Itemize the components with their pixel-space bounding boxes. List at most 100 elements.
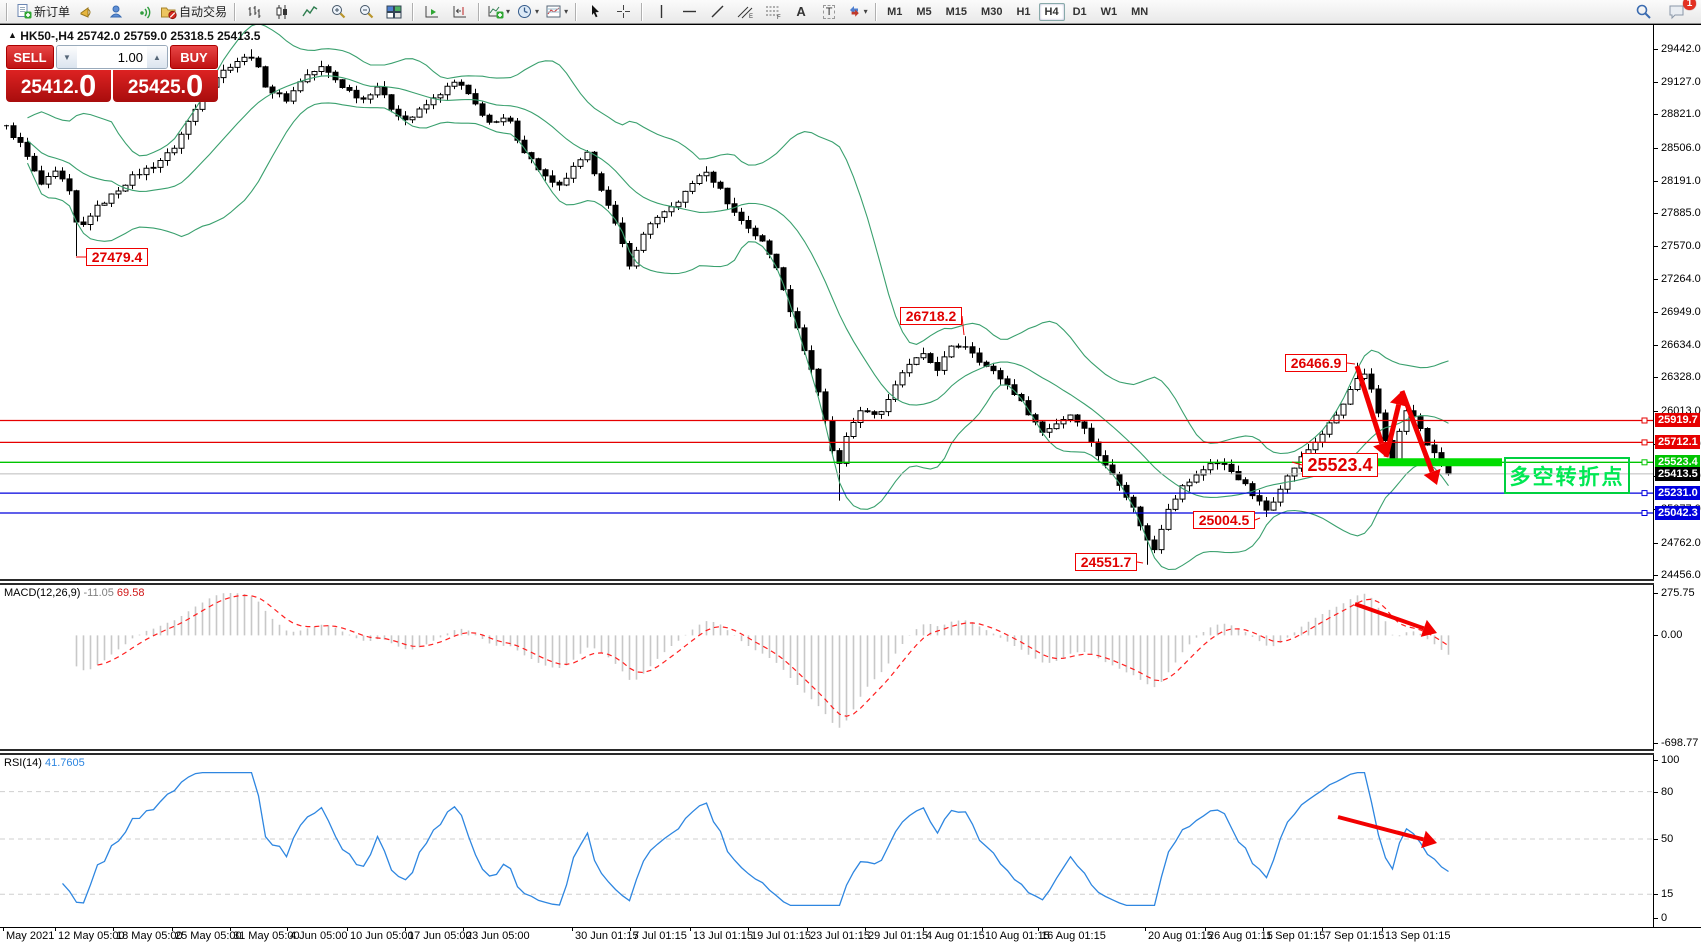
indicators-button[interactable]: ▾ [484, 1, 513, 23]
axis-tick [1654, 213, 1658, 214]
trend-arrow-shaft[interactable] [1399, 390, 1435, 473]
template-icon [546, 5, 561, 18]
time-axis-label: 31 May 05:00 [233, 930, 300, 942]
zoom-out-button[interactable] [352, 1, 380, 23]
time-axis[interactable]: May 2021 12 May 05:00 18 May 05:00 25 May 0… [0, 927, 1701, 942]
templates-button[interactable]: ▾ [542, 1, 571, 23]
chart-ohlc-title: ▲ HK50-,H4 25742.0 25759.0 25318.5 25413… [8, 29, 260, 43]
time-axis-label: 23 Jul 01:15 [810, 930, 870, 942]
trend-arrow-shaft[interactable] [1354, 602, 1425, 631]
trend-arrow-head[interactable] [1420, 619, 1437, 637]
crosshair-tool-button[interactable] [609, 1, 637, 23]
new-order-icon [17, 4, 32, 19]
axis-tick-label: 27885.0 [1661, 207, 1701, 219]
axis-tick [1654, 743, 1658, 744]
crosshair-icon [616, 5, 630, 18]
line-handle[interactable] [1641, 417, 1648, 424]
trendline-tool-button[interactable] [703, 1, 731, 23]
time-axis-label: 16 Aug 01:15 [1041, 930, 1106, 942]
price-callout-24551.7: 24551.7 [1075, 553, 1137, 571]
buy-price-display[interactable]: 25425. 0 [113, 70, 218, 102]
autotrading-button[interactable]: 自动交易 [157, 1, 230, 23]
notification-badge: 1 [1683, 0, 1696, 10]
timeframe-button-m30[interactable]: M30 [981, 5, 1003, 18]
indicators-icon [488, 6, 504, 19]
timeframes-menu-button[interactable]: ▾ [513, 1, 542, 23]
chart-shift-icon [453, 5, 467, 17]
timeframe-button-d1[interactable]: D1 [1072, 5, 1087, 18]
macd-pane[interactable] [0, 585, 1654, 749]
trend-arrow-shaft[interactable] [1337, 815, 1424, 842]
signals-button[interactable] [129, 1, 157, 23]
macd-main-value: -11.05 [83, 587, 114, 599]
channel-tool-button[interactable]: E [731, 1, 759, 23]
auto-scroll-button[interactable] [418, 1, 446, 23]
chevron-down-icon: ▾ [863, 6, 868, 16]
cursor-tool-button[interactable] [581, 1, 609, 23]
timeframe-button-m1[interactable]: M1 [887, 5, 903, 18]
buy-button[interactable]: BUY [170, 45, 218, 69]
chart-shift-button[interactable] [446, 1, 474, 23]
line-handle[interactable] [1641, 459, 1648, 466]
volume-increase-button[interactable]: ▲ [147, 46, 167, 68]
time-tick [3, 927, 4, 931]
line-handle[interactable] [1641, 510, 1648, 516]
line-handle[interactable] [1641, 490, 1648, 497]
line-handle[interactable] [1641, 439, 1648, 446]
axis-tick [1654, 246, 1658, 247]
timeframe-button-mn[interactable]: MN [1131, 5, 1149, 18]
time-tick [748, 927, 749, 931]
horizontal-line-icon [682, 10, 696, 13]
trend-arrow-head[interactable] [1421, 830, 1437, 849]
candlestick-mode-button[interactable] [268, 1, 296, 23]
collapse-triangle-icon[interactable]: ▲ [8, 30, 17, 40]
timeframe-button-m15[interactable]: M15 [945, 5, 968, 18]
line-chart-icon [302, 5, 318, 16]
pane-divider[interactable] [0, 749, 1701, 755]
search-button[interactable] [1629, 1, 1657, 23]
zoom-in-button[interactable] [324, 1, 352, 23]
horizontal-line-tool-button[interactable] [675, 1, 703, 23]
volume-input[interactable] [77, 46, 147, 68]
line-chart-mode-button[interactable] [296, 1, 324, 23]
timeframe-button-h4[interactable]: H4 [1038, 2, 1065, 21]
macd-pane-label: MACD(12,26,9) -11.05 69.58 [4, 587, 145, 599]
fibonacci-tool-button[interactable]: F [759, 1, 787, 23]
text-label-tool-button[interactable]: T [815, 1, 843, 23]
community-button[interactable] [101, 1, 129, 23]
price-callout-26718.2: 26718.2 [900, 307, 962, 325]
trend-arrow-head[interactable] [1423, 468, 1441, 485]
time-tick [347, 927, 348, 931]
main-price-pane[interactable] [0, 25, 1654, 579]
time-axis-label: 1 Sep 01:15 [1266, 930, 1326, 942]
axis-tick [1654, 377, 1658, 378]
sound-alert-button[interactable] [73, 1, 101, 23]
pane-divider[interactable] [0, 579, 1701, 585]
time-axis-label: 10 Jun 05:00 [350, 930, 414, 942]
trend-arrow-shaft[interactable] [1383, 404, 1402, 458]
axis-tick-label: 27570.0 [1661, 240, 1701, 252]
time-tick [113, 927, 114, 931]
volume-decrease-button[interactable]: ▼ [57, 46, 77, 68]
zoom-out-icon [359, 5, 373, 19]
sell-price-display[interactable]: 25412. 0 [6, 70, 111, 102]
tile-windows-button[interactable] [380, 1, 408, 23]
price-axis[interactable]: 29442.0 29127.0 28821.0 28506.0 28191.0 27885… [1654, 25, 1701, 942]
rsi-pane[interactable] [0, 755, 1654, 927]
time-tick [405, 927, 406, 931]
timeframe-button-h1[interactable]: H1 [1016, 5, 1031, 18]
timeframe-button-m5[interactable]: M5 [916, 5, 932, 18]
timeframe-button-w1[interactable]: W1 [1100, 5, 1118, 18]
arrows-tool-button[interactable]: ▾ [843, 1, 871, 23]
time-tick [807, 927, 808, 931]
trend-arrow-shaft[interactable] [1354, 365, 1385, 445]
text-tool-button[interactable]: A [787, 1, 815, 23]
sell-button[interactable]: SELL [6, 45, 54, 69]
axis-tick-label: 275.75 [1661, 587, 1695, 599]
bar-chart-mode-button[interactable] [240, 1, 268, 23]
new-order-button[interactable]: 新订单 [12, 1, 73, 23]
vertical-line-tool-button[interactable] [647, 1, 675, 23]
notifications-button[interactable]: 1 [1663, 0, 1696, 23]
toolbar-right-group: 1 [1629, 0, 1699, 23]
